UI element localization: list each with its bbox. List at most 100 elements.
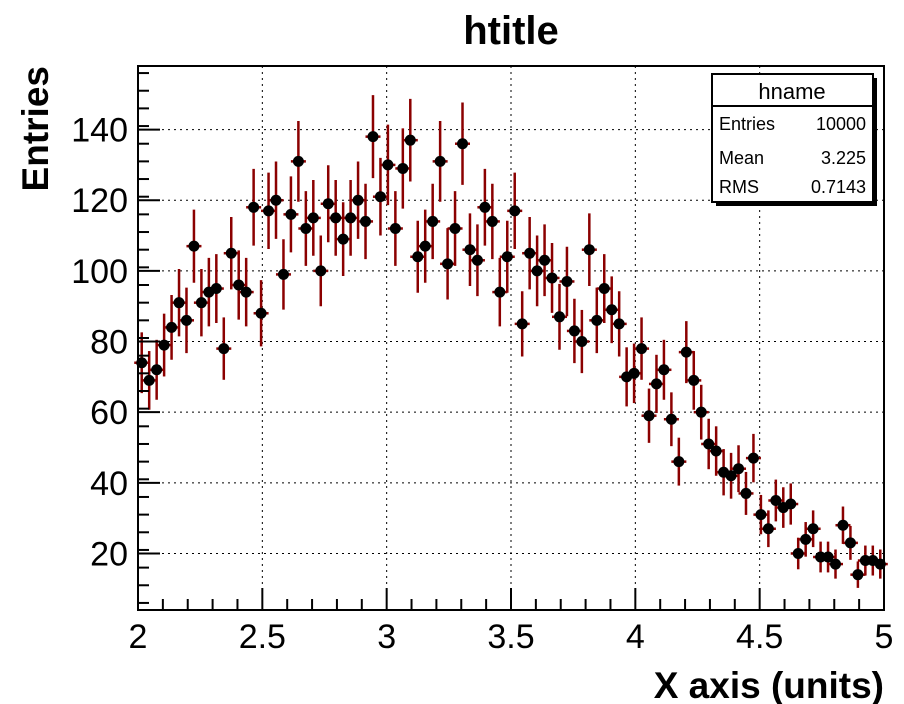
data-point [307,212,319,224]
x-tick-label: 2 [129,618,148,656]
data-point [643,410,655,422]
data-point [218,343,230,355]
data-point [837,519,849,531]
data-point [457,138,469,150]
data-point [568,325,580,337]
y-tick-labels: 20 40 60 80 100 120 140 [71,112,128,574]
y-tick-label: 20 [90,535,128,573]
data-point [188,240,200,252]
chart-title: htitle [463,9,559,53]
data-point [561,275,573,287]
stats-box-frame [711,73,874,203]
data-point [665,413,677,425]
data-point [852,569,864,581]
data-point [606,304,618,316]
stats-rms-value: 0.7143 [811,177,866,197]
data-point [800,533,812,545]
data-point [792,547,804,559]
stats-mean-value: 3.225 [821,148,866,168]
data-point [210,283,222,295]
y-tick-label: 40 [90,465,128,503]
data-point [546,272,558,284]
data-point [285,208,297,220]
data-point [509,205,521,217]
data-point [166,321,178,333]
axis-ticks [137,72,885,610]
data-point [464,244,476,256]
data-point [830,558,842,570]
data-point [263,205,275,217]
data-point [300,222,312,234]
data-point [143,374,155,386]
data-point [195,297,207,309]
data-point [747,452,759,464]
data-point [277,268,289,280]
data-point [636,343,648,355]
data-point [516,318,528,330]
stats-mean-label: Mean [719,148,764,168]
x-axis-label: X axis (units) [654,665,884,704]
x-tick-labels: 2 2.5 3 3.5 4 4.5 5 [129,618,894,656]
data-point [330,212,342,224]
stats-rms-label: RMS [719,177,759,197]
data-point [785,498,797,510]
data-point [352,194,364,206]
x-tick-label: 3.5 [487,618,534,656]
stats-box: hname Entries 10000 Mean 3.225 RMS 0.714… [711,73,877,206]
data-point [650,378,662,390]
data-point [449,222,461,234]
stats-entries-label: Entries [719,114,775,134]
data-point [427,215,439,227]
data-point [583,244,595,256]
data-point [762,523,774,535]
plot-frame [137,65,885,611]
y-tick-label: 140 [71,112,128,150]
data-point [755,509,767,521]
data-point [770,494,782,506]
data-point [591,314,603,326]
x-tick-label: 2.5 [239,618,286,656]
data-point [255,307,267,319]
data-point [345,212,357,224]
y-axis-label: Entries [15,66,56,191]
stats-box-name: hname [758,79,825,104]
data-point [225,247,237,259]
x-tick-label: 3 [377,618,396,656]
data-point [397,162,409,174]
data-point [688,374,700,386]
data-point [822,551,834,563]
data-point [233,279,245,291]
data-point [151,364,163,376]
x-tick-label: 4 [626,618,645,656]
x-tick-label: 4.5 [736,618,783,656]
data-point [658,364,670,376]
data-point [576,336,588,348]
data-point [322,198,334,210]
y-tick-label: 80 [90,324,128,362]
data-point [180,314,192,326]
data-point [703,438,715,450]
data-point [360,215,372,227]
stats-entries-value: 10000 [816,114,866,134]
data-point [367,131,379,143]
data-point [844,537,856,549]
data-point [442,258,454,270]
data-point [479,201,491,213]
x-tick-label: 5 [875,618,894,656]
data-points [136,131,886,581]
data-point [628,367,640,379]
data-point [315,265,327,277]
data-point [613,318,625,330]
data-point [733,463,745,475]
data-point [374,191,386,203]
data-point [598,283,610,295]
data-point [695,406,707,418]
data-point [389,222,401,234]
data-point [501,251,513,263]
y-tick-label: 60 [90,394,128,432]
data-point [531,265,543,277]
y-tick-label: 100 [71,253,128,291]
data-point [524,247,536,259]
data-point [158,339,170,351]
